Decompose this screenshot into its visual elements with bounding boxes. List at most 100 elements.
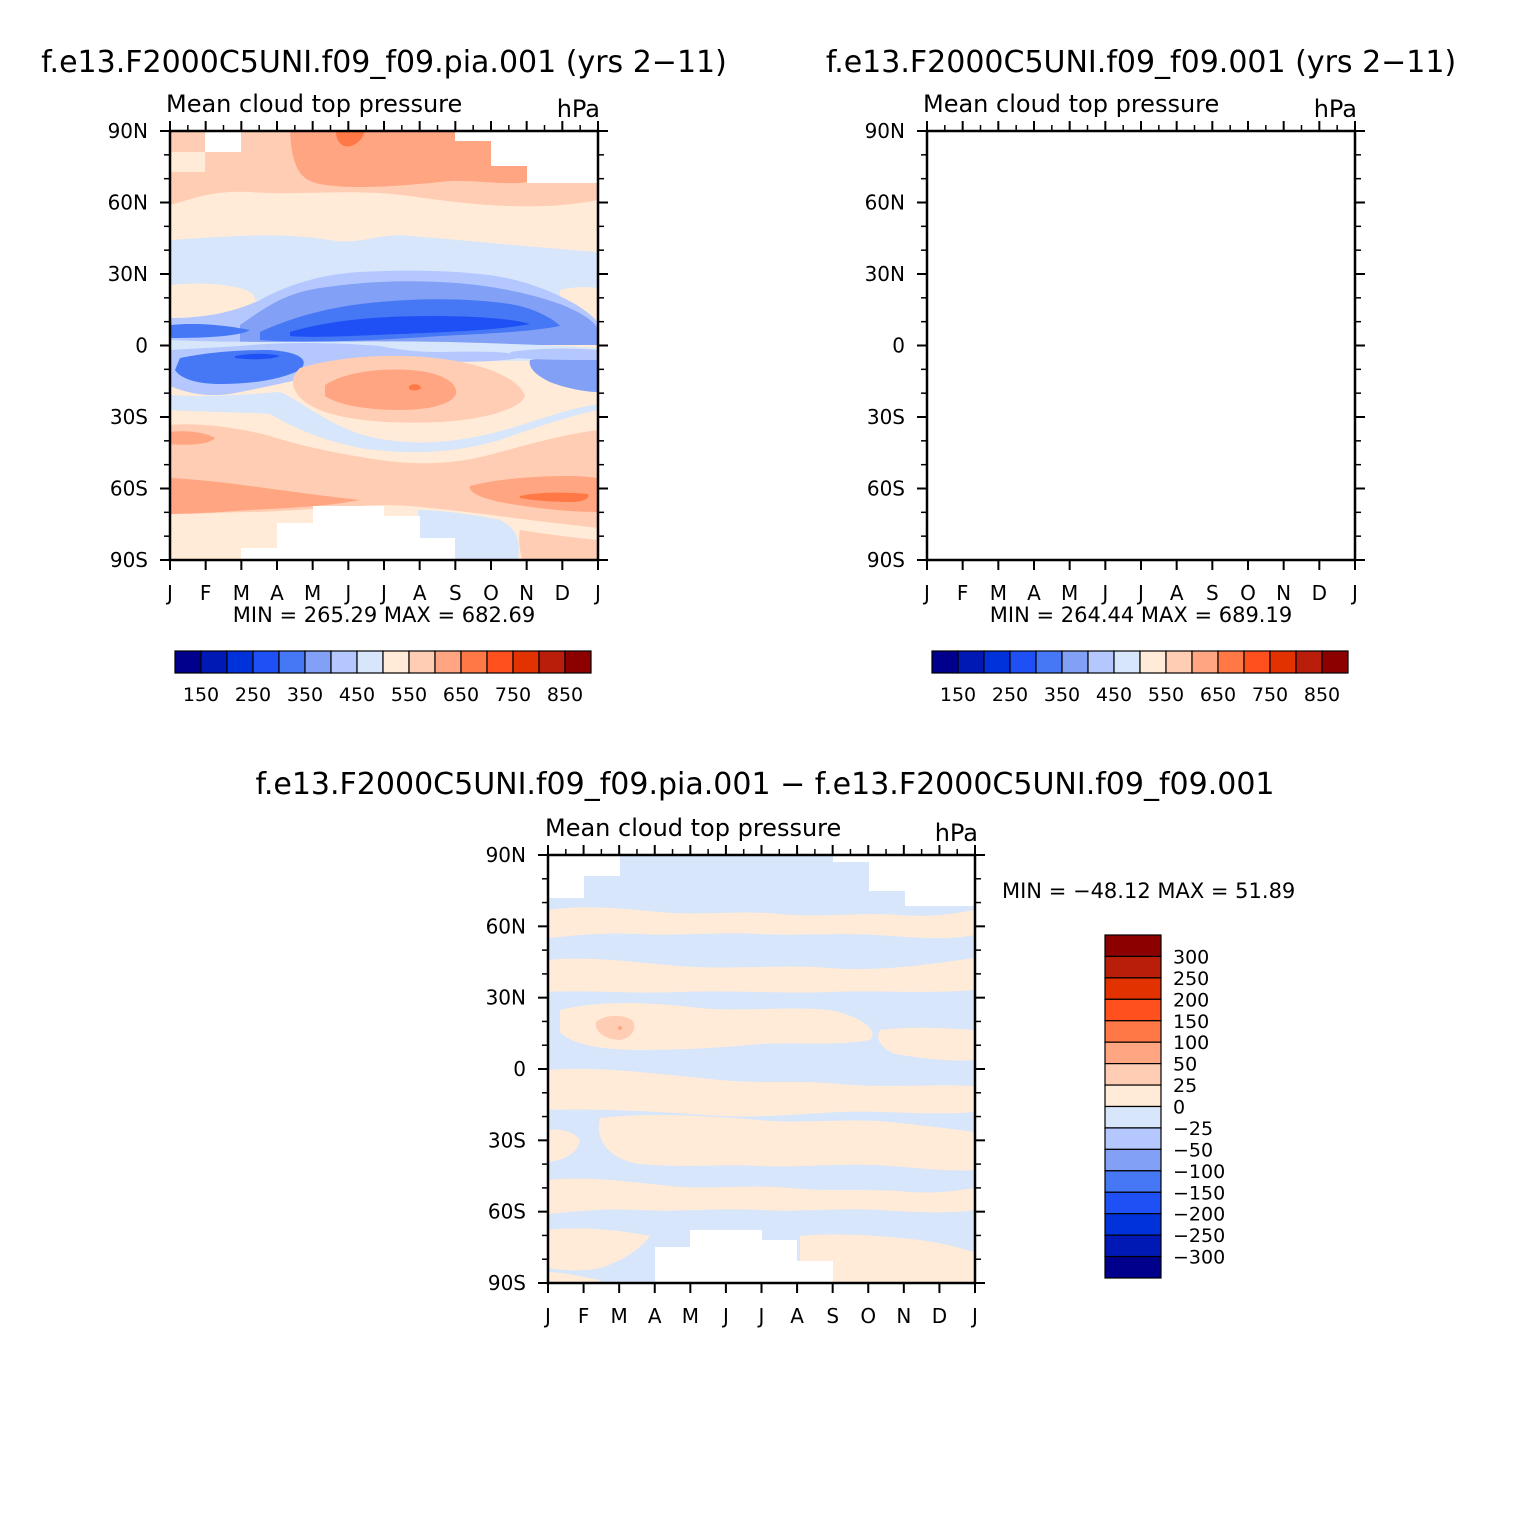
panel-3-ytick-label: 30S: [488, 1128, 526, 1152]
panel-3-colorbar-label: −25: [1173, 1118, 1213, 1140]
panel-3-xtick-label: N: [896, 1304, 911, 1328]
panel-2-colorbar-box: [1061, 650, 1089, 674]
panel-3-xtick-label: M: [611, 1304, 628, 1328]
panel-2-colorbar-label: 750: [1252, 684, 1288, 706]
panel-3-colorbar-box: [1104, 1105, 1162, 1129]
panel-1-colorbar-box: [330, 650, 358, 674]
panel-2-units: hPa: [1314, 95, 1357, 123]
panel-2-colorbar-box: [1243, 650, 1271, 674]
panel-2-xtick-label: F: [957, 581, 969, 605]
panel-2-colorbar-label: 450: [1096, 684, 1132, 706]
panel-1-colorbar-box: [434, 650, 462, 674]
panel-1-ytick-label: 30N: [108, 262, 148, 286]
panel-3-colorbar-box: [1104, 1213, 1162, 1236]
panel-3-ytick-label: 60S: [488, 1200, 526, 1224]
panel-2-xtick-label: A: [1027, 581, 1041, 605]
panel-3-colorbar-box: [1104, 998, 1162, 1022]
panel-2-colorbar-box: [1165, 650, 1193, 674]
panel-2-xtick-label: A: [1170, 581, 1184, 605]
panel-3-colorbar-label: −200: [1173, 1204, 1225, 1226]
panel-2-colorbar-label: 350: [1044, 684, 1080, 706]
panel-1-stats: MIN = 265.29 MAX = 682.69: [233, 603, 535, 627]
panel-2-colorbar-box: [1035, 650, 1063, 674]
panel-1-colorbar: 150 250 350 450 550 650 750 850: [174, 650, 592, 706]
panel-3-colorbar-label: 50: [1173, 1054, 1197, 1076]
panel-3-xtick-label: A: [790, 1304, 804, 1328]
panel-3-colorbar-label: −250: [1173, 1225, 1225, 1247]
panel-2-colorbar-box: [1321, 650, 1349, 674]
panel-1-colorbar-box: [226, 650, 254, 674]
panel-1-xtick-label: J: [343, 581, 351, 605]
panel-3-ytick-label: 90N: [486, 843, 526, 867]
panel-3-colorbar-label: 25: [1173, 1075, 1197, 1097]
panel-1-colorbar-box: [486, 650, 514, 674]
panel-1-xtick-label: M: [233, 581, 250, 605]
panel-2-contour-field: [927, 131, 1355, 560]
panel-3-colorbar-box: [1104, 1084, 1162, 1108]
panel-3-units: hPa: [935, 819, 978, 847]
panel-3-colorbar-box: [1104, 1234, 1162, 1258]
panel-2-xtick-label: O: [1240, 581, 1256, 605]
panel-2-xtick-label: S: [1206, 581, 1219, 605]
panel-1-colorbar-label: 350: [287, 684, 323, 706]
panel-1-ytick-label: 90S: [110, 548, 148, 572]
panel-1-ytick-label: 30S: [110, 405, 148, 429]
panel-3-colorbar-box: [1104, 955, 1162, 979]
panel-1-colorbar-box: [382, 650, 410, 674]
panel-1-colorbar-label: 750: [495, 684, 531, 706]
panel-1-colorbar-box: [304, 650, 332, 674]
panel-2-colorbar-box: [957, 650, 985, 674]
panel-3-xtick-label: A: [648, 1304, 662, 1328]
panel-2-colorbar-box: [1217, 650, 1245, 674]
panel-1-colorbar-box: [564, 650, 592, 674]
panel-1-colorbar-box: [538, 650, 566, 674]
panel-1-colorbar-box: [200, 650, 228, 674]
panel-3-colorbar-label: 200: [1173, 989, 1209, 1011]
panel-3-colorbar-box: [1104, 1191, 1162, 1215]
panel-3-colorbar-label: 300: [1173, 946, 1209, 968]
panel-3-colorbar-label: −100: [1173, 1161, 1225, 1183]
panel-3-xtick-label: J: [543, 1304, 551, 1328]
panel-2-xtick-label: J: [1136, 581, 1144, 605]
panel-1-units: hPa: [557, 95, 600, 123]
panel-1-colorbar-label: 150: [183, 684, 219, 706]
panel-2-ytick-label: 90S: [867, 548, 905, 572]
panel-2-xtick-label: M: [990, 581, 1007, 605]
panel-1-xtick-label: O: [483, 581, 499, 605]
panel-2-colorbar-box: [1087, 650, 1115, 674]
panel-1-xtick-label: M: [304, 581, 321, 605]
panel-3-xtick-label: J: [970, 1304, 978, 1328]
panel-2-subtitle: Mean cloud top pressure: [923, 90, 1219, 118]
panel-1-xtick-label: J: [165, 581, 173, 605]
panel-2-colorbar-label: 250: [992, 684, 1028, 706]
panel-3-xtick-label: O: [860, 1304, 876, 1328]
panel-3-subtitle: Mean cloud top pressure: [545, 814, 841, 842]
panel-3-xtick-label: J: [757, 1304, 765, 1328]
panel-3-colorbar-label: −300: [1173, 1247, 1225, 1269]
panel-3-ytick-label: 90S: [488, 1271, 526, 1295]
panel-2-colorbar-label: 650: [1200, 684, 1236, 706]
panel-1-xtick-label: A: [413, 581, 427, 605]
panel-1-colorbar-box: [460, 650, 488, 674]
panel-1-colorbar-box: [174, 650, 202, 674]
panel-2-colorbar-label: 850: [1304, 684, 1340, 706]
panel-3-xtick-label: M: [682, 1304, 699, 1328]
panel-2-ytick-label: 60N: [865, 191, 905, 215]
panel-2-ytick-label: 30S: [867, 405, 905, 429]
panel-3-title: f.e13.F2000C5UNI.f09_f09.pia.001 − f.e13…: [255, 767, 1274, 802]
panel-1-colorbar-box: [512, 650, 540, 674]
panel-2-xtick-label: D: [1312, 581, 1327, 605]
panel-3-colorbar-box: [1104, 1020, 1162, 1043]
panel-1-ytick-label: 60S: [110, 477, 148, 501]
panel-2-xtick-label: N: [1276, 581, 1291, 605]
panel-3-colorbar-box: [1104, 1063, 1162, 1086]
panel-1-colorbar-label: 850: [547, 684, 583, 706]
panel-2-colorbar-box: [983, 650, 1011, 674]
panel-2-colorbar-box: [1295, 650, 1323, 674]
panel-3-colorbar-label: 0: [1173, 1097, 1185, 1119]
panel-3-ytick-label: 60N: [486, 914, 526, 938]
panel-3-colorbar-label: −150: [1173, 1182, 1225, 1204]
panel-3-colorbar-box: [1104, 977, 1162, 1000]
